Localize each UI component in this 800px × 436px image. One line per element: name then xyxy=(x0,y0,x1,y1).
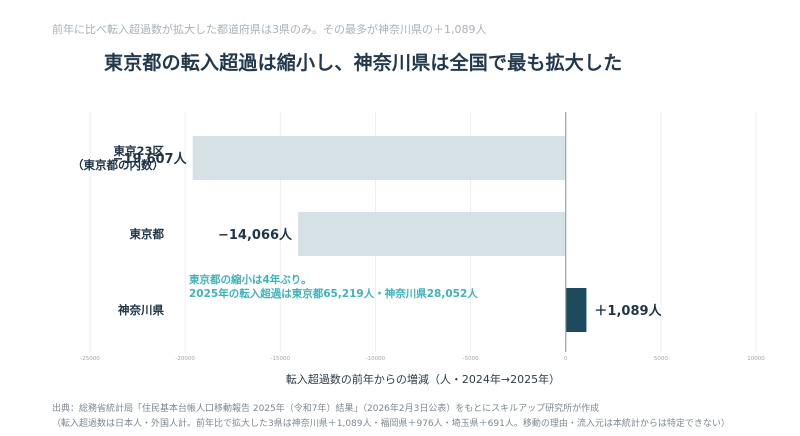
x-tick-label: -5000 xyxy=(463,356,479,362)
bar xyxy=(298,212,566,256)
bar xyxy=(192,136,566,180)
chart-title: 東京都の転入超過は縮小し、神奈川県は全国で最も拡大した xyxy=(104,52,623,74)
x-tick-label: 5000 xyxy=(654,356,668,362)
data-label: −19,607人 xyxy=(113,151,188,167)
category-label: 東京23区 xyxy=(113,144,164,158)
method-note: （転入超過数は日本人・外国人計。前年比で拡大した3県は神奈川県＋1,089人・福… xyxy=(52,419,730,429)
x-tick-label: -20000 xyxy=(175,356,195,362)
data-label: −14,066人 xyxy=(218,227,293,243)
bar xyxy=(565,288,587,332)
annotation-text: 東京都の縮小は4年ぶり。 xyxy=(189,273,312,286)
chart-kicker: 前年に比べ転入超過数が拡大した都道府県は3県のみ。その最多が神奈川県の＋1,08… xyxy=(52,23,487,36)
x-tick-label: 0 xyxy=(564,356,568,362)
category-label: 神奈川県 xyxy=(118,303,164,317)
category-label: （東京都の内数） xyxy=(72,158,164,172)
x-tick-label: -15000 xyxy=(271,356,291,362)
source-note: 出典：総務省統計局「住民基本台帳人口移動報告 2025年（令和7年）結果」（20… xyxy=(52,404,600,414)
x-tick-label: 10000 xyxy=(747,356,765,362)
x-tick-label: -10000 xyxy=(366,356,386,362)
x-tick-label: -25000 xyxy=(80,356,100,362)
category-label: 東京都 xyxy=(130,227,165,241)
annotation-text: 2025年の転入超過は東京都65,219人・神奈川県28,052人 xyxy=(189,287,478,300)
data-label: ＋1,089人 xyxy=(594,303,662,319)
x-axis-title: 転入超過数の前年からの増減（人・2024年→2025年） xyxy=(286,372,560,386)
